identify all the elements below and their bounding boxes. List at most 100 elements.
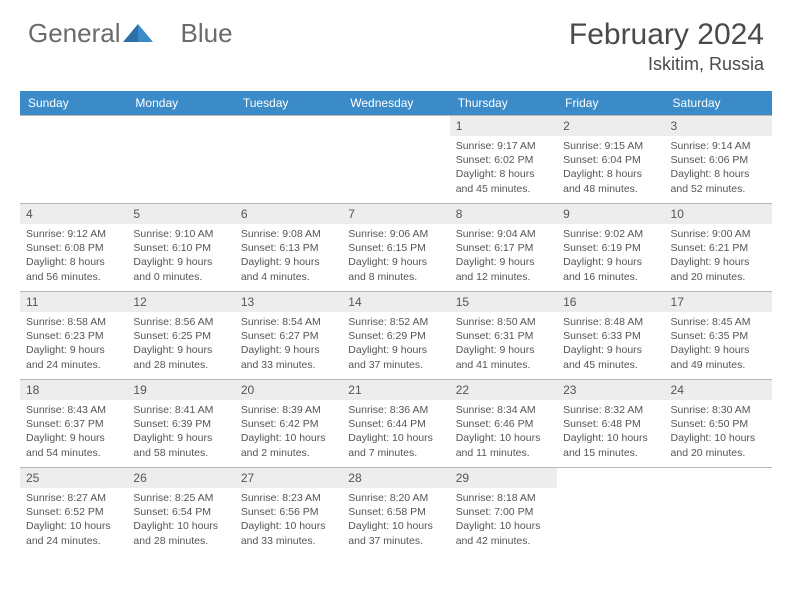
day-number: 17 [665,292,772,312]
day-details: Sunrise: 8:39 AMSunset: 6:42 PMDaylight:… [235,400,342,466]
day-number: 29 [450,468,557,488]
calendar-day-cell: 21Sunrise: 8:36 AMSunset: 6:44 PMDayligh… [342,380,449,468]
calendar-day-cell: 24Sunrise: 8:30 AMSunset: 6:50 PMDayligh… [665,380,772,468]
day-number: 1 [450,116,557,136]
day-number: 22 [450,380,557,400]
day-number: 6 [235,204,342,224]
calendar-day-cell: 20Sunrise: 8:39 AMSunset: 6:42 PMDayligh… [235,380,342,468]
day-details: Sunrise: 8:23 AMSunset: 6:56 PMDaylight:… [235,488,342,554]
calendar-day-cell: 10Sunrise: 9:00 AMSunset: 6:21 PMDayligh… [665,204,772,292]
calendar-day-cell: 23Sunrise: 8:32 AMSunset: 6:48 PMDayligh… [557,380,664,468]
calendar-day-cell: 16Sunrise: 8:48 AMSunset: 6:33 PMDayligh… [557,292,664,380]
day-details: Sunrise: 9:06 AMSunset: 6:15 PMDaylight:… [342,224,449,290]
calendar-day-cell: 4Sunrise: 9:12 AMSunset: 6:08 PMDaylight… [20,204,127,292]
day-number: 13 [235,292,342,312]
day-number: 21 [342,380,449,400]
day-number: 16 [557,292,664,312]
logo-text-2: Blue [181,18,233,49]
day-details: Sunrise: 8:27 AMSunset: 6:52 PMDaylight:… [20,488,127,554]
calendar-day-cell: 2Sunrise: 9:15 AMSunset: 6:04 PMDaylight… [557,116,664,204]
day-details: Sunrise: 8:30 AMSunset: 6:50 PMDaylight:… [665,400,772,466]
day-header: Sunday [20,91,127,116]
calendar-day-cell: 7Sunrise: 9:06 AMSunset: 6:15 PMDaylight… [342,204,449,292]
calendar-day-cell: 25Sunrise: 8:27 AMSunset: 6:52 PMDayligh… [20,468,127,556]
calendar-day-cell: 27Sunrise: 8:23 AMSunset: 6:56 PMDayligh… [235,468,342,556]
calendar-day-cell: 5Sunrise: 9:10 AMSunset: 6:10 PMDaylight… [127,204,234,292]
day-header: Saturday [665,91,772,116]
day-details: Sunrise: 8:45 AMSunset: 6:35 PMDaylight:… [665,312,772,378]
calendar-day-cell: 29Sunrise: 8:18 AMSunset: 7:00 PMDayligh… [450,468,557,556]
day-details: Sunrise: 9:08 AMSunset: 6:13 PMDaylight:… [235,224,342,290]
month-title: February 2024 [569,18,764,52]
day-header-row: SundayMondayTuesdayWednesdayThursdayFrid… [20,91,772,116]
day-number: 26 [127,468,234,488]
day-details: Sunrise: 8:36 AMSunset: 6:44 PMDaylight:… [342,400,449,466]
calendar-day-cell: 17Sunrise: 8:45 AMSunset: 6:35 PMDayligh… [665,292,772,380]
day-header: Tuesday [235,91,342,116]
day-number: 2 [557,116,664,136]
day-number: 5 [127,204,234,224]
calendar-day-cell: 26Sunrise: 8:25 AMSunset: 6:54 PMDayligh… [127,468,234,556]
day-details: Sunrise: 8:20 AMSunset: 6:58 PMDaylight:… [342,488,449,554]
calendar-day-cell: 28Sunrise: 8:20 AMSunset: 6:58 PMDayligh… [342,468,449,556]
calendar-day-cell: 18Sunrise: 8:43 AMSunset: 6:37 PMDayligh… [20,380,127,468]
day-details: Sunrise: 9:14 AMSunset: 6:06 PMDaylight:… [665,136,772,202]
day-number: 24 [665,380,772,400]
day-details: Sunrise: 8:43 AMSunset: 6:37 PMDaylight:… [20,400,127,466]
day-details: Sunrise: 8:34 AMSunset: 6:46 PMDaylight:… [450,400,557,466]
calendar-day-cell: 15Sunrise: 8:50 AMSunset: 6:31 PMDayligh… [450,292,557,380]
day-header: Thursday [450,91,557,116]
calendar-week-row: 18Sunrise: 8:43 AMSunset: 6:37 PMDayligh… [20,380,772,468]
day-number: 10 [665,204,772,224]
calendar-empty-cell [665,468,772,556]
day-number: 9 [557,204,664,224]
calendar-day-cell: 22Sunrise: 8:34 AMSunset: 6:46 PMDayligh… [450,380,557,468]
logo-text-1: General [28,18,121,49]
day-number: 11 [20,292,127,312]
calendar-day-cell: 12Sunrise: 8:56 AMSunset: 6:25 PMDayligh… [127,292,234,380]
day-number: 7 [342,204,449,224]
day-number: 23 [557,380,664,400]
day-details: Sunrise: 8:41 AMSunset: 6:39 PMDaylight:… [127,400,234,466]
day-header: Friday [557,91,664,116]
day-number: 18 [20,380,127,400]
calendar-day-cell: 11Sunrise: 8:58 AMSunset: 6:23 PMDayligh… [20,292,127,380]
calendar-body: 1Sunrise: 9:17 AMSunset: 6:02 PMDaylight… [20,116,772,556]
day-header: Monday [127,91,234,116]
day-number: 4 [20,204,127,224]
header: General Blue February 2024 Iskitim, Russ… [0,0,792,83]
day-details: Sunrise: 8:56 AMSunset: 6:25 PMDaylight:… [127,312,234,378]
calendar-day-cell: 9Sunrise: 9:02 AMSunset: 6:19 PMDaylight… [557,204,664,292]
calendar-empty-cell [235,116,342,204]
day-number: 8 [450,204,557,224]
day-details: Sunrise: 9:04 AMSunset: 6:17 PMDaylight:… [450,224,557,290]
day-details: Sunrise: 8:18 AMSunset: 7:00 PMDaylight:… [450,488,557,554]
day-number: 27 [235,468,342,488]
location: Iskitim, Russia [569,54,764,75]
calendar-week-row: 1Sunrise: 9:17 AMSunset: 6:02 PMDaylight… [20,116,772,204]
day-details: Sunrise: 8:50 AMSunset: 6:31 PMDaylight:… [450,312,557,378]
calendar-week-row: 11Sunrise: 8:58 AMSunset: 6:23 PMDayligh… [20,292,772,380]
calendar-empty-cell [557,468,664,556]
day-number: 25 [20,468,127,488]
calendar-day-cell: 19Sunrise: 8:41 AMSunset: 6:39 PMDayligh… [127,380,234,468]
logo: General Blue [28,18,233,49]
calendar-day-cell: 1Sunrise: 9:17 AMSunset: 6:02 PMDaylight… [450,116,557,204]
calendar-week-row: 25Sunrise: 8:27 AMSunset: 6:52 PMDayligh… [20,468,772,556]
day-details: Sunrise: 8:32 AMSunset: 6:48 PMDaylight:… [557,400,664,466]
calendar-empty-cell [342,116,449,204]
calendar-empty-cell [127,116,234,204]
calendar-table: SundayMondayTuesdayWednesdayThursdayFrid… [20,91,772,556]
day-number: 19 [127,380,234,400]
calendar-head: SundayMondayTuesdayWednesdayThursdayFrid… [20,91,772,116]
day-details: Sunrise: 8:52 AMSunset: 6:29 PMDaylight:… [342,312,449,378]
day-number: 28 [342,468,449,488]
day-number: 12 [127,292,234,312]
day-header: Wednesday [342,91,449,116]
day-details: Sunrise: 9:12 AMSunset: 6:08 PMDaylight:… [20,224,127,290]
day-number: 3 [665,116,772,136]
title-block: February 2024 Iskitim, Russia [569,18,764,75]
calendar-day-cell: 8Sunrise: 9:04 AMSunset: 6:17 PMDaylight… [450,204,557,292]
calendar-day-cell: 3Sunrise: 9:14 AMSunset: 6:06 PMDaylight… [665,116,772,204]
logo-triangle-icon [123,18,153,49]
